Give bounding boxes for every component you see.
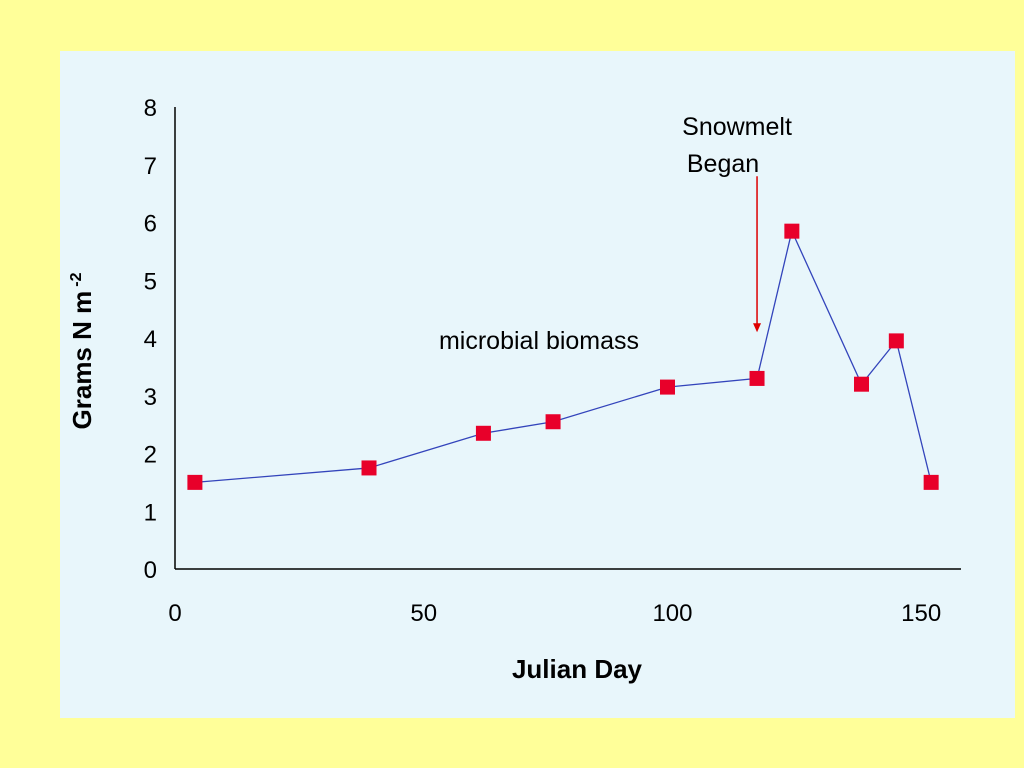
data-point-marker: [784, 223, 800, 239]
series-line: [194, 229, 932, 484]
y-tick-label: 0: [144, 557, 157, 584]
y-tick-label: 3: [144, 384, 157, 411]
y-tick-label: 5: [144, 268, 157, 295]
snowmelt-annotation-line2: Began: [687, 150, 759, 178]
y-tick-label: 1: [144, 499, 157, 526]
y-tick-label: 6: [144, 211, 157, 238]
y-tick-label: 7: [144, 153, 157, 180]
data-point-marker: [545, 414, 561, 430]
snowmelt-annotation-line1: Snowmelt: [682, 113, 792, 141]
y-tick-label: 8: [144, 95, 157, 122]
data-point-marker: [854, 376, 870, 392]
data-point-marker: [888, 333, 904, 349]
data-point-marker: [187, 474, 203, 490]
y-axis-title-main: Grams N m: [67, 291, 97, 430]
y-axis-title-superscript: -2: [68, 272, 85, 286]
series-label-microbial-biomass: microbial biomass: [439, 327, 639, 355]
x-tick-labels: 0 50 100 150: [168, 600, 941, 627]
data-point-marker: [475, 425, 491, 441]
data-point-marker: [659, 379, 675, 395]
data-point-marker: [361, 460, 377, 476]
data-point-marker: [749, 370, 765, 386]
data-point-marker: [923, 474, 939, 490]
series-layer: [187, 223, 939, 490]
y-tick-label: 2: [144, 442, 157, 469]
plot-panel: 0 1 2 3 4 5 6 7 8 0 50 100 150 Snowmelt Began micro…: [60, 51, 1015, 718]
y-tick-labels: 0 1 2 3 4 5 6 7 8: [144, 95, 157, 584]
y-tick-label: 4: [144, 326, 157, 353]
x-tick-label: 50: [410, 600, 437, 627]
annotation-layer: Snowmelt Began microbial biomass: [439, 113, 792, 355]
x-tick-label: 100: [652, 600, 692, 627]
x-axis-title: Julian Day: [512, 654, 643, 684]
y-axis-title: Grams N m -2: [67, 272, 97, 429]
x-tick-label: 0: [168, 600, 181, 627]
x-tick-label: 150: [901, 600, 941, 627]
line-chart: 0 1 2 3 4 5 6 7 8 0 50 100 150 Snowmelt Began micro…: [67, 95, 961, 684]
snowmelt-arrowhead: [753, 323, 762, 333]
axes: [174, 107, 961, 570]
